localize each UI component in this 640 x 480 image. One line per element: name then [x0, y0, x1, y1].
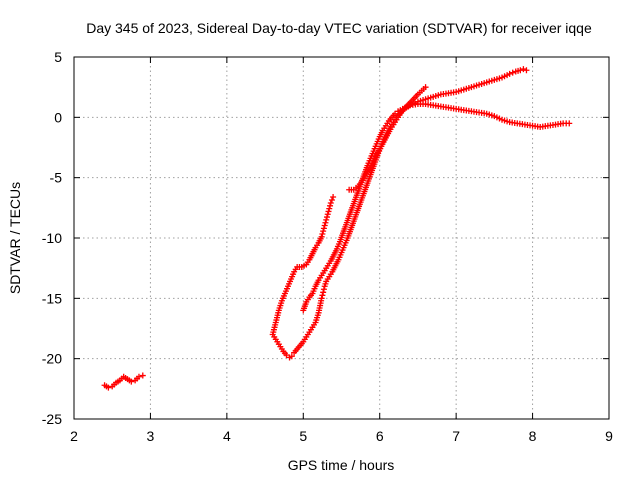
data-point: [135, 373, 142, 380]
data-point: [320, 289, 327, 296]
data-point: [288, 353, 295, 360]
series-arc-4: [300, 66, 530, 314]
x-tick-label: 9: [605, 428, 613, 444]
data-point: [319, 292, 326, 299]
data-point: [139, 372, 146, 379]
data-point: [318, 295, 325, 302]
x-tick-label: 6: [376, 428, 384, 444]
y-tick-label: 0: [54, 109, 62, 125]
data-point: [325, 208, 332, 215]
x-tick-label: 5: [299, 428, 307, 444]
y-tick-label: -25: [42, 411, 62, 427]
x-axis-label: GPS time / hours: [288, 457, 395, 473]
series-arc-3: [269, 193, 337, 338]
y-tick-label: -5: [50, 170, 63, 186]
data-point: [327, 202, 334, 209]
x-tick-label: 7: [452, 428, 460, 444]
data-point: [523, 67, 530, 74]
x-tick-label: 4: [223, 428, 231, 444]
data-point: [517, 67, 524, 74]
data-point: [330, 193, 337, 200]
data-point: [327, 200, 334, 207]
x-tick-label: 8: [529, 428, 537, 444]
data-point: [318, 233, 325, 240]
grid-lines: [74, 57, 609, 419]
data-point: [319, 230, 326, 237]
data-point: [326, 205, 333, 212]
data-point: [320, 228, 327, 235]
data-point: [283, 352, 290, 359]
data-point: [566, 120, 573, 127]
y-tick-label: -10: [42, 230, 62, 246]
series-arc-2: [271, 101, 573, 361]
axis-ticks: 2 3 4 5 6 7 8 9 5 0 -5 -10 -15 -20 -25: [42, 49, 613, 444]
y-tick-label: 5: [54, 49, 62, 65]
data-point: [324, 211, 331, 218]
data-point: [422, 84, 429, 91]
series-arc-1: [101, 372, 146, 391]
data-point: [321, 222, 328, 229]
data-point: [128, 378, 135, 385]
y-axis-label: SDTVAR / TECUs: [7, 182, 23, 294]
data-point: [320, 286, 327, 293]
y-tick-label: -15: [42, 290, 62, 306]
data-point: [322, 219, 329, 226]
data-points: [101, 66, 573, 391]
data-point: [323, 214, 330, 221]
y-tick-label: -20: [42, 351, 62, 367]
data-point: [105, 384, 112, 391]
data-point: [323, 216, 330, 223]
chart-title: Day 345 of 2023, Sidereal Day-to-day VTE…: [86, 20, 592, 36]
x-tick-label: 2: [70, 428, 78, 444]
data-point: [328, 196, 335, 203]
data-point: [509, 69, 516, 76]
data-point: [320, 225, 327, 232]
series-arc-5: [346, 84, 429, 193]
data-point: [506, 70, 513, 77]
data-point: [520, 66, 527, 73]
data-point: [392, 110, 398, 117]
x-tick-label: 3: [147, 428, 155, 444]
